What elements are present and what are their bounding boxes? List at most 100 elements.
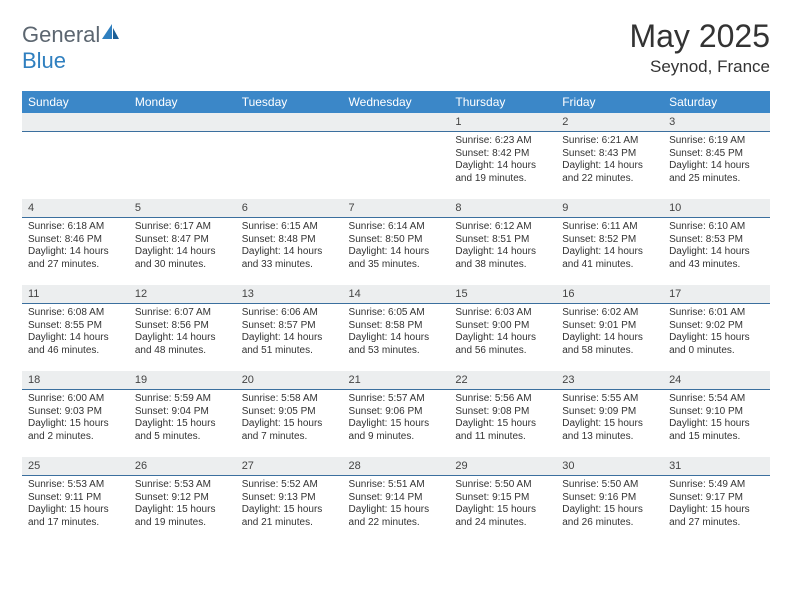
day-number — [236, 113, 343, 132]
day-details — [22, 132, 129, 139]
day-details: Sunrise: 5:51 AMSunset: 9:14 PMDaylight:… — [343, 476, 450, 533]
day-details: Sunrise: 6:17 AMSunset: 8:47 PMDaylight:… — [129, 218, 236, 275]
day-details: Sunrise: 6:11 AMSunset: 8:52 PMDaylight:… — [556, 218, 663, 275]
day-details: Sunrise: 6:08 AMSunset: 8:55 PMDaylight:… — [22, 304, 129, 361]
day-number: 10 — [663, 199, 770, 218]
calendar-day-cell: 13Sunrise: 6:06 AMSunset: 8:57 PMDayligh… — [236, 285, 343, 371]
calendar-day-cell: 29Sunrise: 5:50 AMSunset: 9:15 PMDayligh… — [449, 457, 556, 543]
calendar-day-cell: 12Sunrise: 6:07 AMSunset: 8:56 PMDayligh… — [129, 285, 236, 371]
calendar-day-cell: 4Sunrise: 6:18 AMSunset: 8:46 PMDaylight… — [22, 199, 129, 285]
calendar-week-row: 25Sunrise: 5:53 AMSunset: 9:11 PMDayligh… — [22, 457, 770, 543]
day-details: Sunrise: 5:55 AMSunset: 9:09 PMDaylight:… — [556, 390, 663, 447]
brand-part2: Blue — [22, 48, 66, 73]
day-number: 8 — [449, 199, 556, 218]
brand-part1: General — [22, 22, 100, 47]
calendar-day-cell: 31Sunrise: 5:49 AMSunset: 9:17 PMDayligh… — [663, 457, 770, 543]
day-details: Sunrise: 6:03 AMSunset: 9:00 PMDaylight:… — [449, 304, 556, 361]
day-details — [236, 132, 343, 139]
calendar-day-cell: 17Sunrise: 6:01 AMSunset: 9:02 PMDayligh… — [663, 285, 770, 371]
month-title: May 2025 — [629, 18, 770, 55]
day-details: Sunrise: 5:53 AMSunset: 9:12 PMDaylight:… — [129, 476, 236, 533]
calendar-day-cell: 28Sunrise: 5:51 AMSunset: 9:14 PMDayligh… — [343, 457, 450, 543]
day-number: 3 — [663, 113, 770, 132]
calendar-day-cell: 15Sunrise: 6:03 AMSunset: 9:00 PMDayligh… — [449, 285, 556, 371]
weekday-header: Sunday — [22, 91, 129, 113]
calendar-day-cell — [343, 113, 450, 199]
day-number: 12 — [129, 285, 236, 304]
weekday-header: Tuesday — [236, 91, 343, 113]
calendar-day-cell: 9Sunrise: 6:11 AMSunset: 8:52 PMDaylight… — [556, 199, 663, 285]
day-number: 14 — [343, 285, 450, 304]
calendar-day-cell — [236, 113, 343, 199]
weekday-header: Thursday — [449, 91, 556, 113]
calendar-day-cell: 20Sunrise: 5:58 AMSunset: 9:05 PMDayligh… — [236, 371, 343, 457]
calendar-body: 1Sunrise: 6:23 AMSunset: 8:42 PMDaylight… — [22, 113, 770, 543]
calendar-day-cell: 21Sunrise: 5:57 AMSunset: 9:06 PMDayligh… — [343, 371, 450, 457]
day-details: Sunrise: 6:00 AMSunset: 9:03 PMDaylight:… — [22, 390, 129, 447]
day-number — [343, 113, 450, 132]
weekday-header: Friday — [556, 91, 663, 113]
day-details: Sunrise: 5:50 AMSunset: 9:15 PMDaylight:… — [449, 476, 556, 533]
day-details: Sunrise: 5:56 AMSunset: 9:08 PMDaylight:… — [449, 390, 556, 447]
day-details: Sunrise: 6:01 AMSunset: 9:02 PMDaylight:… — [663, 304, 770, 361]
day-details: Sunrise: 5:53 AMSunset: 9:11 PMDaylight:… — [22, 476, 129, 533]
calendar-week-row: 18Sunrise: 6:00 AMSunset: 9:03 PMDayligh… — [22, 371, 770, 457]
weekday-header: Wednesday — [343, 91, 450, 113]
title-block: May 2025 Seynod, France — [629, 18, 770, 77]
calendar-day-cell: 5Sunrise: 6:17 AMSunset: 8:47 PMDaylight… — [129, 199, 236, 285]
day-details: Sunrise: 5:54 AMSunset: 9:10 PMDaylight:… — [663, 390, 770, 447]
day-number: 23 — [556, 371, 663, 390]
calendar-day-cell: 6Sunrise: 6:15 AMSunset: 8:48 PMDaylight… — [236, 199, 343, 285]
day-number: 5 — [129, 199, 236, 218]
day-number: 6 — [236, 199, 343, 218]
location-label: Seynod, France — [629, 57, 770, 77]
day-details: Sunrise: 5:57 AMSunset: 9:06 PMDaylight:… — [343, 390, 450, 447]
day-details: Sunrise: 6:15 AMSunset: 8:48 PMDaylight:… — [236, 218, 343, 275]
day-number: 11 — [22, 285, 129, 304]
day-number — [22, 113, 129, 132]
day-details: Sunrise: 5:59 AMSunset: 9:04 PMDaylight:… — [129, 390, 236, 447]
day-number: 24 — [663, 371, 770, 390]
weekday-header-row: SundayMondayTuesdayWednesdayThursdayFrid… — [22, 91, 770, 113]
day-number: 18 — [22, 371, 129, 390]
day-number: 20 — [236, 371, 343, 390]
brand-logo: GeneralBlue — [22, 18, 120, 74]
calendar-day-cell: 23Sunrise: 5:55 AMSunset: 9:09 PMDayligh… — [556, 371, 663, 457]
calendar-day-cell — [22, 113, 129, 199]
calendar-week-row: 11Sunrise: 6:08 AMSunset: 8:55 PMDayligh… — [22, 285, 770, 371]
day-number: 7 — [343, 199, 450, 218]
calendar-day-cell: 24Sunrise: 5:54 AMSunset: 9:10 PMDayligh… — [663, 371, 770, 457]
day-details: Sunrise: 6:05 AMSunset: 8:58 PMDaylight:… — [343, 304, 450, 361]
day-number: 28 — [343, 457, 450, 476]
day-number: 9 — [556, 199, 663, 218]
calendar-day-cell: 22Sunrise: 5:56 AMSunset: 9:08 PMDayligh… — [449, 371, 556, 457]
day-details — [343, 132, 450, 139]
calendar-day-cell: 11Sunrise: 6:08 AMSunset: 8:55 PMDayligh… — [22, 285, 129, 371]
day-number: 16 — [556, 285, 663, 304]
weekday-header: Saturday — [663, 91, 770, 113]
brand-text: GeneralBlue — [22, 22, 120, 74]
day-number: 4 — [22, 199, 129, 218]
calendar-day-cell: 30Sunrise: 5:50 AMSunset: 9:16 PMDayligh… — [556, 457, 663, 543]
day-number: 1 — [449, 113, 556, 132]
day-details: Sunrise: 6:19 AMSunset: 8:45 PMDaylight:… — [663, 132, 770, 189]
day-number: 22 — [449, 371, 556, 390]
day-details: Sunrise: 5:52 AMSunset: 9:13 PMDaylight:… — [236, 476, 343, 533]
day-details — [129, 132, 236, 139]
day-details: Sunrise: 6:10 AMSunset: 8:53 PMDaylight:… — [663, 218, 770, 275]
day-details: Sunrise: 5:49 AMSunset: 9:17 PMDaylight:… — [663, 476, 770, 533]
day-details: Sunrise: 6:02 AMSunset: 9:01 PMDaylight:… — [556, 304, 663, 361]
calendar-day-cell: 26Sunrise: 5:53 AMSunset: 9:12 PMDayligh… — [129, 457, 236, 543]
brand-sail-icon — [100, 22, 120, 42]
day-details: Sunrise: 5:50 AMSunset: 9:16 PMDaylight:… — [556, 476, 663, 533]
day-number: 30 — [556, 457, 663, 476]
calendar-day-cell: 7Sunrise: 6:14 AMSunset: 8:50 PMDaylight… — [343, 199, 450, 285]
page-header: GeneralBlue May 2025 Seynod, France — [22, 18, 770, 77]
day-number: 31 — [663, 457, 770, 476]
day-details: Sunrise: 6:21 AMSunset: 8:43 PMDaylight:… — [556, 132, 663, 189]
day-number — [129, 113, 236, 132]
day-details: Sunrise: 6:12 AMSunset: 8:51 PMDaylight:… — [449, 218, 556, 275]
day-number: 27 — [236, 457, 343, 476]
calendar-day-cell: 25Sunrise: 5:53 AMSunset: 9:11 PMDayligh… — [22, 457, 129, 543]
day-details: Sunrise: 6:14 AMSunset: 8:50 PMDaylight:… — [343, 218, 450, 275]
